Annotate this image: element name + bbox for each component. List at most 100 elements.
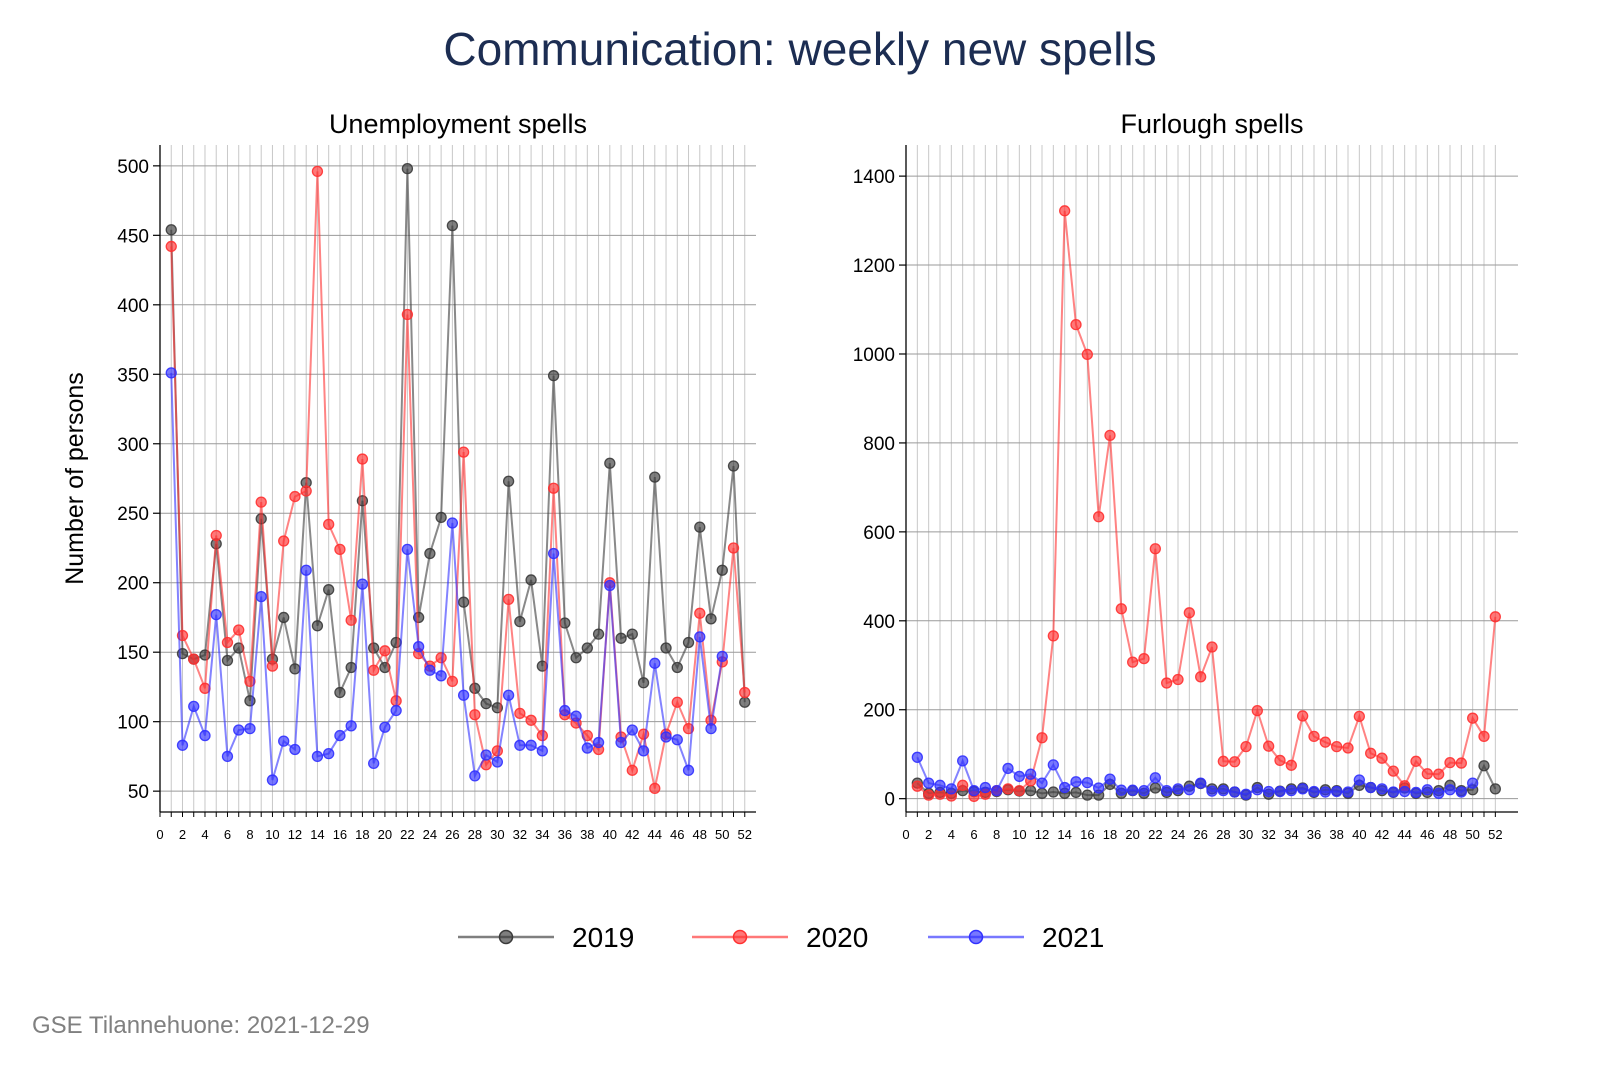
data-point-2021 [1115, 784, 1127, 796]
data-point-2021 [1183, 784, 1195, 796]
x-tick-label: 50 [715, 827, 729, 842]
x-tick-label: 20 [378, 827, 392, 842]
x-tick-label: 32 [1261, 827, 1275, 842]
data-point-2020 [547, 482, 560, 494]
legend-label-2021: 2021 [1042, 922, 1104, 953]
x-tick-label: 42 [1375, 827, 1389, 842]
x-tick-label: 14 [310, 827, 324, 842]
data-point-2021 [923, 777, 935, 789]
data-point-2019 [637, 677, 650, 689]
y-tick-label: 450 [117, 226, 149, 247]
data-point-2021 [1251, 784, 1263, 796]
data-point-2020 [1081, 348, 1093, 361]
data-point-2021 [1217, 785, 1229, 797]
data-point-2021 [1161, 785, 1173, 797]
data-point-2020 [1410, 755, 1422, 767]
y-tick-label: 200 [117, 574, 149, 595]
data-point-2020 [911, 780, 923, 792]
series-line-2019 [170, 168, 746, 710]
x-tick-label: 10 [265, 827, 279, 842]
x-tick-label: 30 [490, 827, 504, 842]
x-tick-label: 34 [1284, 827, 1298, 842]
data-point-2019 [705, 613, 717, 625]
data-point-2020 [165, 240, 177, 253]
x-tick-label: 4 [948, 827, 955, 842]
data-point-2021 [390, 704, 402, 717]
data-point-2020 [1467, 712, 1479, 724]
data-point-2021 [368, 757, 380, 770]
data-point-2021 [1365, 781, 1377, 794]
chart-title: Communication: weekly new spells [443, 23, 1157, 75]
data-point-2021 [1047, 759, 1059, 771]
data-point-2020 [1376, 752, 1388, 764]
data-point-2021 [446, 517, 459, 529]
y-tick-label: 100 [117, 713, 149, 734]
data-point-2020 [1093, 511, 1105, 523]
unemployment-panel: Unemployment spells501001502002503003504… [61, 109, 756, 842]
data-point-2021 [911, 751, 923, 763]
data-point-2020 [1342, 742, 1354, 754]
data-point-2021 [435, 670, 447, 682]
x-tick-label: 12 [1035, 827, 1049, 842]
data-point-2019 [289, 663, 301, 675]
data-point-2019 [604, 457, 616, 469]
x-tick-label: 24 [1171, 827, 1185, 842]
footnote: GSE Tilannehuone: 2021-12-29 [32, 1012, 370, 1039]
y-tick-label: 0 [884, 790, 895, 811]
x-tick-label: 28 [468, 827, 482, 842]
data-point-2019 [649, 471, 661, 483]
data-point-2020 [469, 709, 481, 721]
data-point-2020 [1274, 754, 1286, 767]
data-point-2019 [311, 620, 324, 632]
data-point-2021 [356, 578, 369, 590]
data-point-2020 [1195, 671, 1207, 683]
data-point-2021 [491, 756, 504, 768]
data-point-2020 [1455, 757, 1467, 769]
furlough-panel: Furlough spells0200400600800100012001400… [853, 109, 1518, 842]
data-point-2021 [1331, 785, 1343, 798]
x-tick-label: 8 [993, 827, 1000, 842]
data-point-2019 [716, 564, 728, 576]
legend: 2019 2020 2021 [458, 922, 1104, 953]
data-point-2020 [1353, 710, 1365, 723]
data-point-2021 [289, 743, 301, 756]
x-tick-label: 12 [288, 827, 302, 842]
x-tick-label: 8 [246, 827, 253, 842]
x-tick-label: 10 [1012, 827, 1026, 842]
data-point-2019 [660, 642, 672, 654]
data-point-2020 [1444, 756, 1456, 769]
data-point-2021 [1342, 786, 1354, 798]
data-point-2019 [694, 521, 706, 533]
data-point-2019 [514, 615, 526, 628]
data-point-2021 [626, 724, 638, 736]
x-tick-label: 40 [603, 827, 617, 842]
data-point-2021 [1104, 773, 1116, 785]
x-tick-label: 28 [1216, 827, 1230, 842]
data-point-2021 [615, 736, 627, 749]
data-point-2020 [1059, 205, 1071, 217]
y-tick-label: 300 [117, 435, 149, 456]
x-tick-label: 0 [156, 827, 163, 842]
data-point-2020 [923, 789, 935, 801]
data-point-2020 [1489, 611, 1501, 623]
y-axis-label: Number of persons [61, 372, 89, 585]
data-point-2019 [547, 370, 560, 382]
data-point-2021 [570, 710, 582, 722]
data-point-2021 [345, 720, 357, 732]
data-point-2020 [1421, 768, 1433, 780]
data-point-2021 [1297, 783, 1309, 795]
data-point-2021 [1025, 768, 1037, 780]
series-2020 [165, 165, 751, 795]
data-point-2020 [289, 490, 301, 503]
data-point-2020 [1138, 652, 1150, 665]
x-tick-label: 46 [1420, 827, 1434, 842]
x-tick-label: 30 [1239, 827, 1253, 842]
x-tick-label: 24 [423, 827, 437, 842]
data-point-2019 [1036, 787, 1048, 799]
data-point-2019 [682, 636, 695, 649]
data-point-2021 [1240, 788, 1252, 800]
data-point-2019 [278, 611, 290, 624]
data-point-2019 [1025, 785, 1037, 797]
data-point-2020 [727, 542, 740, 554]
panel-title: Furlough spells [1120, 109, 1303, 139]
